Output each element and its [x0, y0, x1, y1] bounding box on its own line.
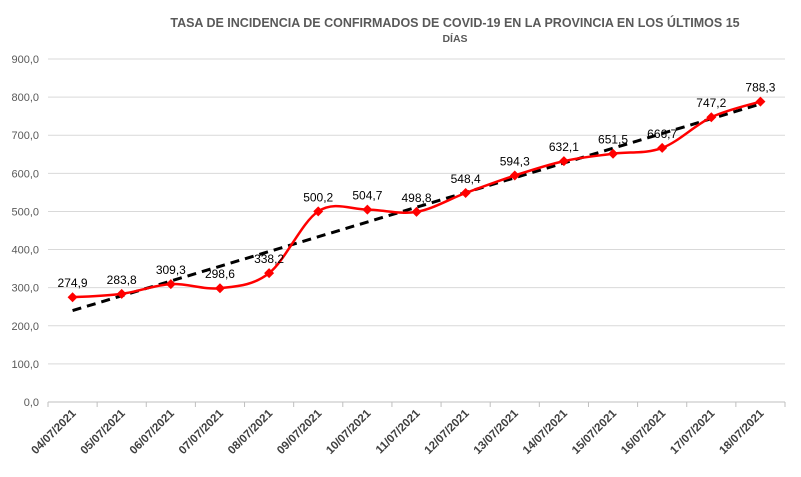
- data-label: 651,5: [598, 133, 628, 147]
- data-point-marker: [706, 112, 717, 123]
- chart-title-line2: DÍAS: [442, 32, 467, 45]
- x-tick-label: 11/07/2021: [374, 407, 423, 456]
- y-tick-label: 300,0: [11, 283, 39, 295]
- data-label: 498,8: [401, 191, 431, 205]
- data-label: 500,2: [303, 190, 333, 204]
- data-point-marker: [657, 142, 668, 153]
- data-label: 594,3: [500, 155, 530, 169]
- x-tick-label: 14/07/2021: [521, 407, 571, 457]
- data-label: 504,7: [352, 189, 382, 203]
- data-label: 747,2: [696, 96, 726, 110]
- data-label: 283,8: [107, 273, 137, 287]
- data-point-marker: [558, 156, 569, 167]
- x-tick-label: 16/07/2021: [619, 407, 669, 457]
- data-point-marker: [608, 148, 619, 159]
- data-label-layer: 274,9 283,8 309,3 298,6 338,2 500,2 504,7 498,8…: [58, 81, 776, 291]
- data-point-marker: [411, 206, 422, 217]
- chart-title-line1: TASA DE INCIDENCIA DE CONFIRMADOS DE COV…: [170, 15, 739, 30]
- x-tick-label: 04/07/2021: [29, 407, 79, 457]
- data-point-marker: [460, 187, 471, 198]
- data-point-marker: [755, 96, 766, 107]
- data-label: 632,1: [549, 140, 579, 154]
- x-tick-label: 18/07/2021: [717, 407, 767, 457]
- data-point-marker: [214, 283, 225, 294]
- data-label: 788,3: [745, 81, 775, 95]
- y-axis: 0,0 100,0 200,0 300,0 400,0 500,0 600,0 700,0 80…: [11, 54, 39, 409]
- x-tick-label: 10/07/2021: [324, 407, 374, 457]
- data-point-marker: [67, 292, 78, 303]
- x-tick-label: 08/07/2021: [226, 407, 276, 457]
- x-tick-label: 13/07/2021: [472, 407, 522, 457]
- data-label: 666,7: [647, 127, 677, 141]
- data-point-marker: [165, 279, 176, 290]
- data-point-marker: [362, 204, 373, 215]
- data-point-marker: [264, 268, 275, 279]
- y-tick-label: 500,0: [11, 206, 39, 218]
- y-tick-label: 400,0: [11, 245, 39, 257]
- x-tick-label: 07/07/2021: [177, 407, 227, 457]
- y-tick-label: 200,0: [11, 321, 39, 333]
- data-label: 274,9: [58, 276, 88, 290]
- x-axis: 04/07/2021 05/07/2021 06/07/2021 07/07/2021…: [29, 401, 786, 457]
- x-tick-label: 06/07/2021: [128, 407, 178, 457]
- data-label: 309,3: [156, 263, 186, 277]
- y-tick-label: 100,0: [11, 359, 39, 371]
- marker-layer: [67, 96, 766, 303]
- y-tick-label: 600,0: [11, 168, 39, 180]
- data-point-marker: [116, 288, 127, 299]
- data-point-marker: [509, 170, 520, 181]
- x-tick-label: 12/07/2021: [423, 407, 473, 457]
- x-tick-label: 05/07/2021: [79, 407, 129, 457]
- x-tick-label: 15/07/2021: [570, 407, 620, 457]
- data-label: 548,4: [451, 172, 481, 186]
- data-point-marker: [313, 206, 324, 217]
- data-label: 298,6: [205, 267, 235, 281]
- x-tick-label: 09/07/2021: [275, 407, 325, 457]
- data-label: 338,2: [254, 252, 284, 266]
- y-tick-label: 900,0: [11, 54, 39, 66]
- x-tick-label: 17/07/2021: [668, 407, 718, 457]
- y-tick-label: 700,0: [11, 130, 39, 142]
- y-tick-label: 800,0: [11, 92, 39, 104]
- y-tick-label: 0,0: [24, 397, 39, 409]
